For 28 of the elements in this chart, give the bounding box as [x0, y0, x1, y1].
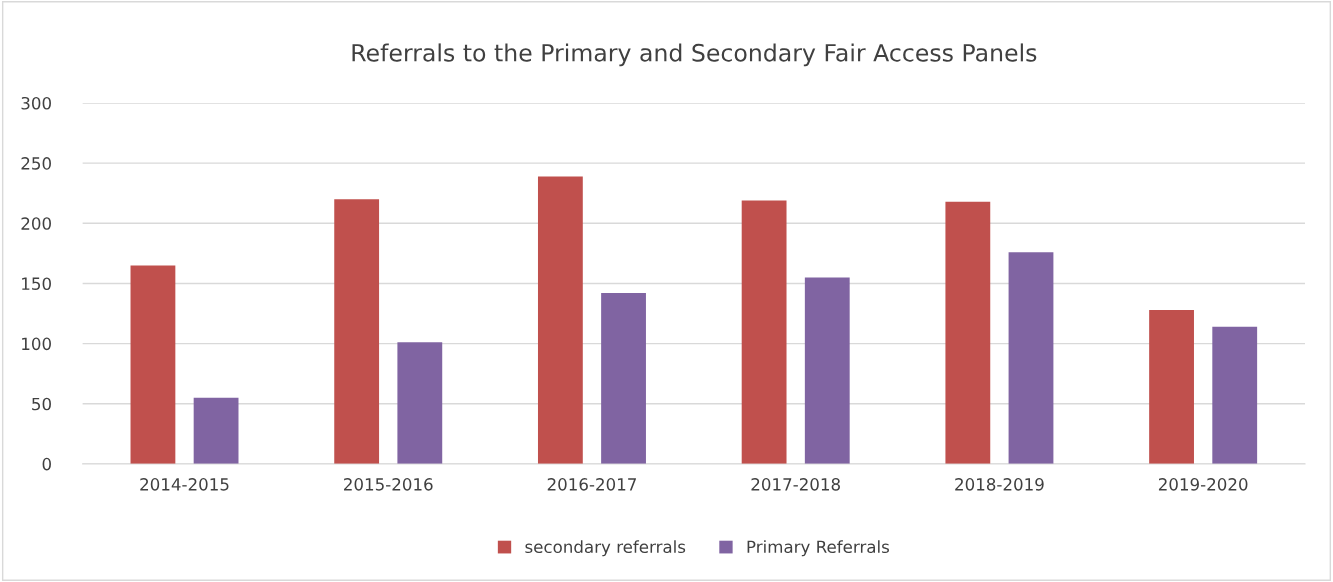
bar: [1149, 309, 1194, 464]
x-tick-label: 2017-2018: [751, 478, 840, 491]
bar: [193, 397, 239, 464]
x-tick-label: 2015-2016: [344, 478, 433, 491]
bar: [334, 199, 380, 464]
y-tick-label: 50: [32, 397, 51, 411]
x-tick-label: 2019-2020: [1158, 478, 1248, 491]
bar: [130, 265, 176, 464]
bar: [1212, 326, 1258, 464]
y-tick-label: 100: [22, 337, 51, 351]
bar: [945, 201, 991, 464]
x-tick-label: 2018-2019: [955, 478, 1044, 491]
bar: [1008, 252, 1054, 464]
chart-title: Referrals to the Primary and Secondary Fair Access Panels: [352, 43, 1037, 67]
legend-label: Primary Referrals: [747, 540, 889, 557]
bar: [804, 277, 850, 464]
bar: [741, 200, 787, 464]
bar: [537, 176, 583, 464]
y-tick-label: 250: [21, 157, 51, 170]
x-tick-label: 2016-2017: [547, 478, 636, 491]
y-tick-label: 300: [21, 96, 51, 110]
bar: [397, 342, 443, 464]
y-tick-label: 200: [21, 217, 51, 230]
legend-label: secondary referrals: [525, 540, 686, 557]
x-tick-label: 2014-2015: [140, 478, 229, 491]
y-tick-label: 0: [42, 457, 51, 471]
y-tick-label: 150: [22, 277, 51, 290]
bar: [601, 293, 646, 464]
